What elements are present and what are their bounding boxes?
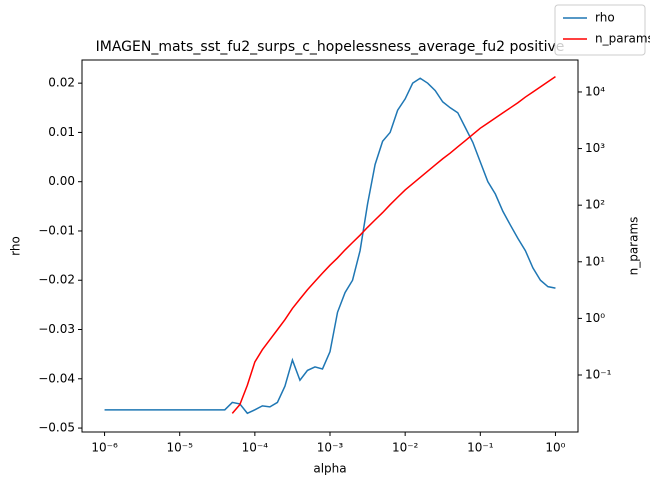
x-tick-label: 10⁻⁵ <box>166 441 193 455</box>
y2-tick-label: 10¹ <box>585 254 605 268</box>
y2-tick-label: 10⁻¹ <box>585 367 612 381</box>
y2-tick-label: 10² <box>585 198 605 212</box>
x-tick-label: 10⁻² <box>392 441 419 455</box>
y-tick-label: −0.05 <box>38 421 75 435</box>
plot-area <box>104 76 556 415</box>
x-tick-label: 10⁰ <box>545 441 565 455</box>
y-axis-label: rho <box>9 236 23 256</box>
x-tick-label: 10⁻⁴ <box>242 441 269 455</box>
chart-title: IMAGEN_mats_sst_fu2_surps_c_hopelessness… <box>96 39 565 55</box>
y-tick-label: −0.03 <box>38 322 75 336</box>
y-tick-label: 0.01 <box>48 125 75 139</box>
line-series <box>104 77 556 415</box>
x-axis-label: alpha <box>313 462 346 476</box>
x-tick-label: 10⁻⁶ <box>91 441 118 455</box>
y-tick-label: 0.02 <box>48 76 75 90</box>
line-series <box>231 76 556 414</box>
legend-label: n_params <box>595 32 650 46</box>
y2-tick-label: 10⁰ <box>585 311 605 325</box>
plot-frame <box>81 59 579 433</box>
x-tick-label: 10⁻¹ <box>467 441 494 455</box>
x-tick-label: 10⁻³ <box>317 441 344 455</box>
legend-label: rho <box>595 11 615 25</box>
y2-tick-label: 10⁴ <box>585 84 605 98</box>
y-tick-label: −0.04 <box>38 371 75 385</box>
y-tick-label: −0.01 <box>38 223 75 237</box>
y2-axis-label: n_params <box>627 217 641 276</box>
y2-tick-label: 10³ <box>585 141 605 155</box>
y-tick-label: 0.00 <box>48 174 75 188</box>
y-tick-label: −0.02 <box>38 273 75 287</box>
